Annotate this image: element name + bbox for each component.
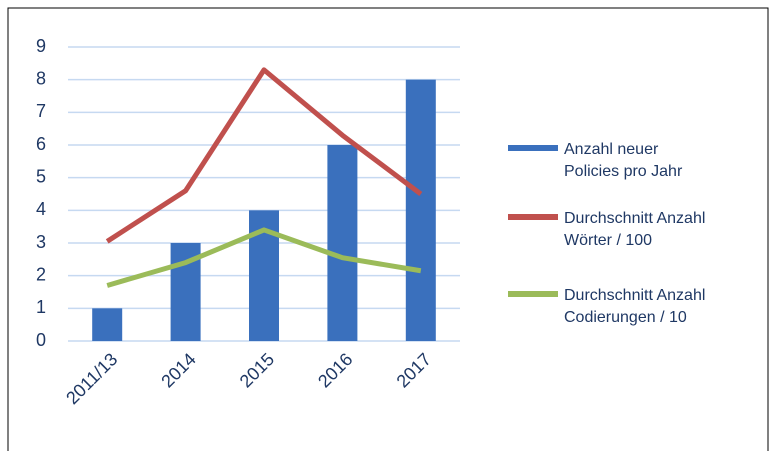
x-tick-label: 2011/13: [62, 349, 121, 408]
x-tick-label: 2016: [314, 349, 356, 391]
line: [105, 67, 423, 244]
x-tick-label: 2017: [393, 349, 435, 391]
x-tick-label: 2015: [236, 349, 278, 391]
y-tick-label: 3: [36, 232, 46, 252]
legend-label: Anzahl neuer Policies pro Jahr: [564, 141, 683, 180]
x-tick-label: 2014: [157, 349, 199, 391]
y-tick-label: 2: [36, 264, 46, 284]
y-tick-label: 7: [36, 101, 46, 121]
legend-label: Durchschnitt Anzahl Codierungen / 10: [564, 287, 706, 326]
legend-item: Anzahl neuer Policies pro Jahr: [508, 139, 716, 183]
legend-swatch: [508, 214, 558, 220]
legend-label: Durchschnitt Anzahl Wörter / 100: [564, 210, 706, 249]
y-tick-label: 0: [36, 330, 46, 350]
legend-swatch: [508, 291, 558, 297]
y-tick-label: 4: [36, 199, 46, 219]
y-tick-label: 1: [36, 297, 46, 317]
y-tick-label: 9: [36, 36, 46, 56]
bar: [327, 145, 358, 341]
y-tick-label: 6: [36, 134, 46, 154]
y-tick-label: 8: [36, 68, 46, 88]
legend-item: Durchschnitt Anzahl Wörter / 100: [508, 208, 716, 252]
legend-item: Durchschnitt Anzahl Codierungen / 10: [508, 285, 716, 329]
line: [106, 227, 422, 288]
frame: [7, 7, 769, 451]
legend-swatch: [508, 145, 558, 151]
bar: [92, 308, 123, 341]
bar: [405, 79, 436, 342]
y-tick-label: 5: [36, 166, 46, 186]
